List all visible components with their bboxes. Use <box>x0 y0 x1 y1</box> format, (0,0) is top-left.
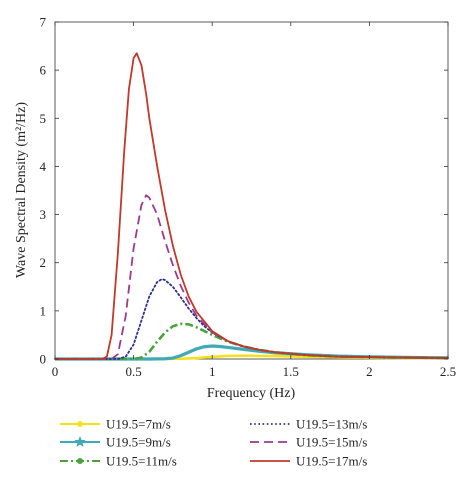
series-line-6 <box>55 52 449 360</box>
tick-layer: 0 0.5 1 1.5 2 2.5 0 1 2 3 4 5 6 7 <box>40 15 457 380</box>
x-tick-label: 0 <box>52 364 59 379</box>
y-tick-label: 1 <box>40 303 47 318</box>
legend-marker-3 <box>77 458 83 464</box>
series-line-3 <box>55 322 449 361</box>
plot-frame <box>54 21 449 360</box>
y-tick-label: 0 <box>40 352 47 367</box>
y-tick-label: 4 <box>40 159 47 174</box>
legend-label-4: U19.5=13m/s <box>296 417 367 432</box>
legend-label-1: U19.5=7m/s <box>106 417 171 432</box>
legend-marker-1 <box>77 421 83 427</box>
legend-label-5: U19.5=15m/s <box>296 435 367 450</box>
x-tick-label: 1 <box>209 364 216 379</box>
x-tick-label: 2.5 <box>440 364 456 379</box>
legend: U19.5=7m/s U19.5=9m/s U19.5=11m/s U19.5=13m… <box>60 417 367 469</box>
legend-marker-2 <box>74 436 86 447</box>
x-tick-label: 2 <box>366 364 373 379</box>
y-tick-label: 6 <box>40 63 47 78</box>
y-axis-label: Wave Spectral Density (m²/Hz) <box>14 102 29 278</box>
y-tick-label: 3 <box>40 207 47 222</box>
x-axis-label: Frequency (Hz) <box>207 386 296 401</box>
x-tick-label: 1.5 <box>283 364 299 379</box>
series-line-5 <box>55 194 449 360</box>
legend-label-3: U19.5=11m/s <box>106 454 177 469</box>
series-layer <box>54 52 449 361</box>
y-tick-label: 7 <box>40 15 47 30</box>
legend-label-2: U19.5=9m/s <box>106 435 171 450</box>
legend-label-6: U19.5=17m/s <box>296 454 367 469</box>
y-tick-label: 2 <box>40 255 47 270</box>
x-tick-label: 0.5 <box>125 364 141 379</box>
y-tick-label: 5 <box>40 111 47 126</box>
